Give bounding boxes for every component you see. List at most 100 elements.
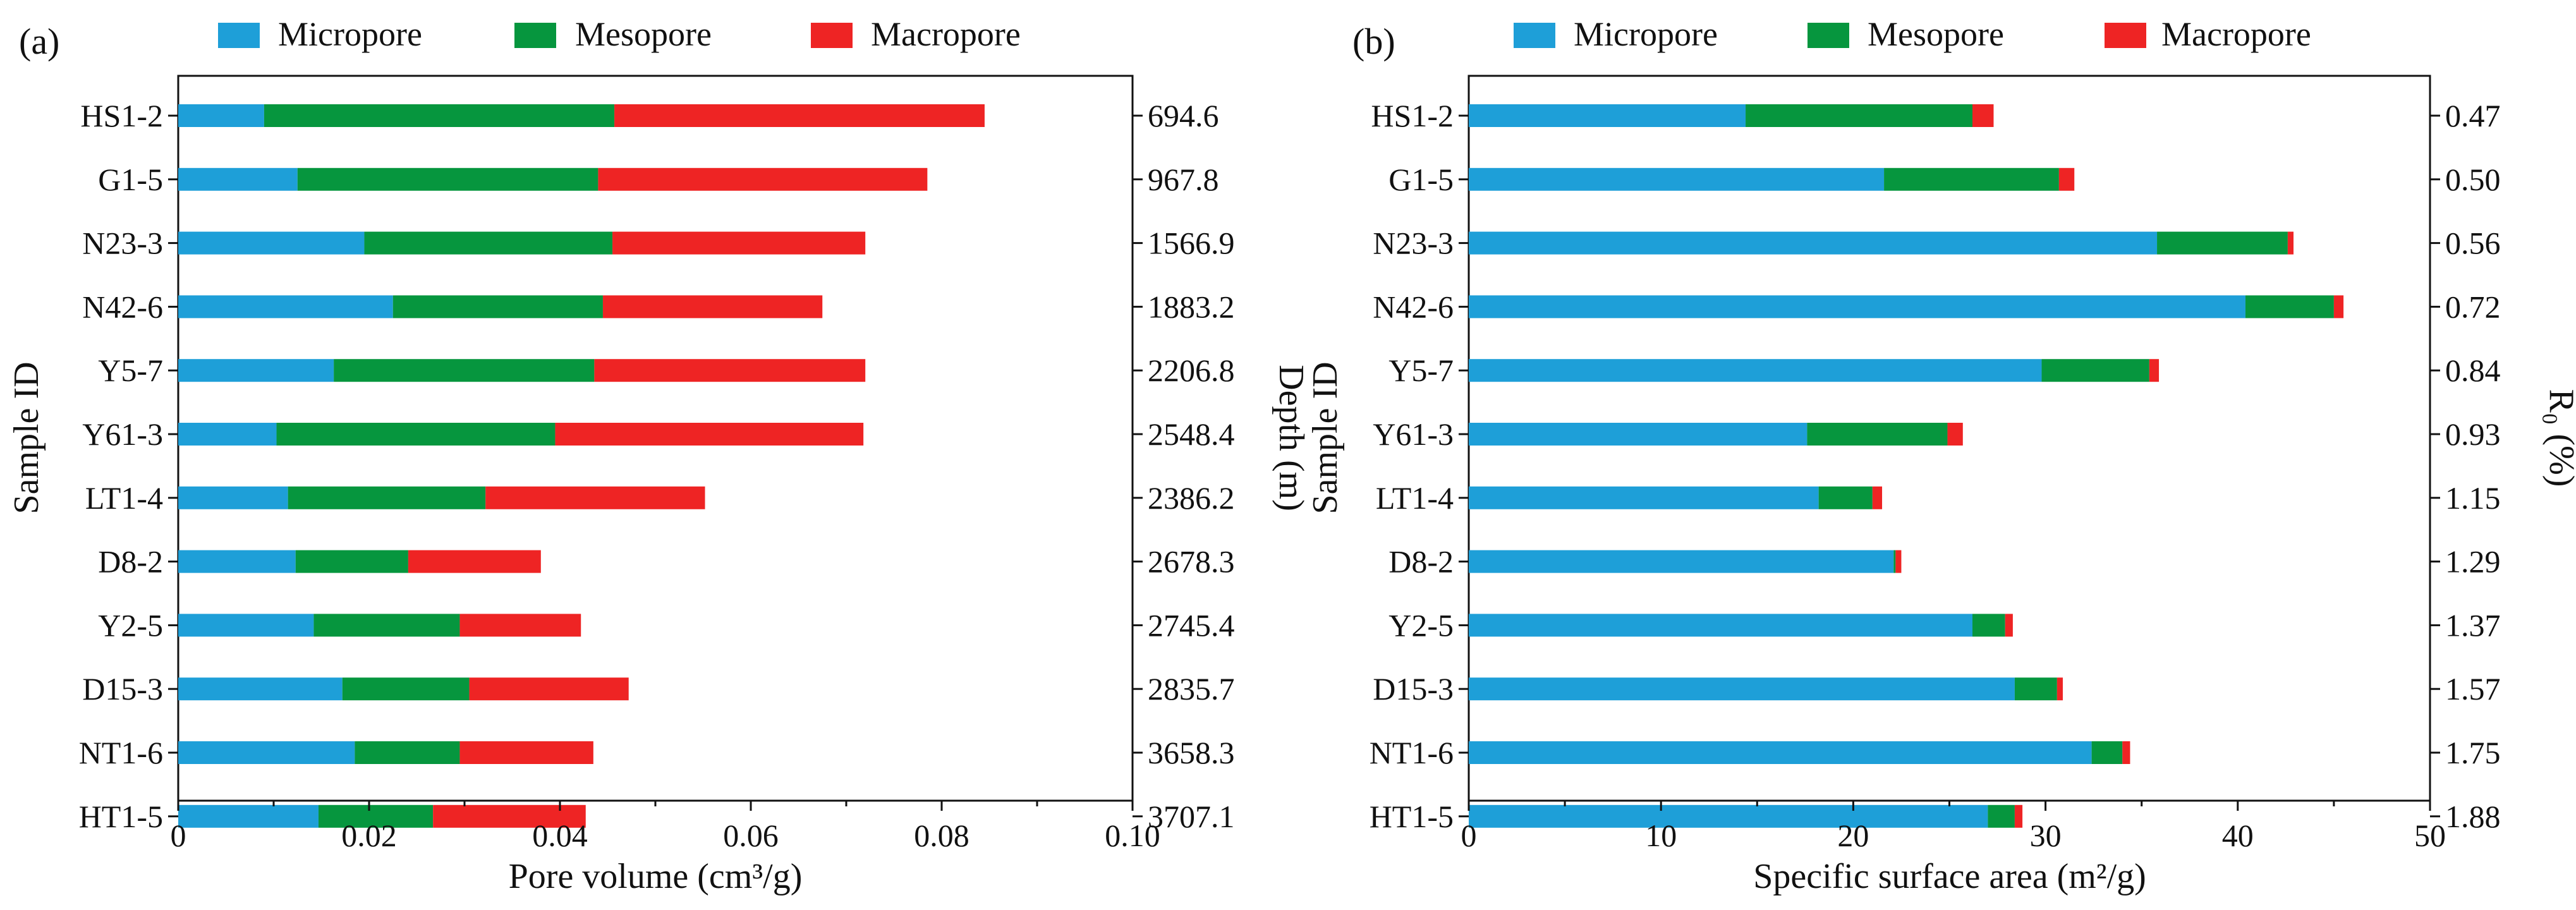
panel-b-bar-micropore-NT1-6 xyxy=(1469,741,2092,764)
panel-a-bar-mesopore-Y5-7 xyxy=(334,359,595,382)
panel-a-x-tick-label: 0.10 xyxy=(1105,818,1160,853)
panel-a-bar-macropore-D8-2 xyxy=(408,550,541,573)
panel-a-bar-macropore-Y5-7 xyxy=(594,359,866,382)
panel-b-category-label: HS1-2 xyxy=(1371,98,1454,133)
panel-a-bar-micropore-G1-5 xyxy=(178,167,298,191)
panel-b-category-label: Y61-3 xyxy=(1373,416,1454,452)
panel-a-bar-micropore-Y5-7 xyxy=(178,359,334,382)
panel-a-bar-mesopore-HS1-2 xyxy=(264,104,615,127)
panel-a-bar-mesopore-D15-3 xyxy=(342,677,470,701)
panel-b-x-tick-label: 0 xyxy=(1461,818,1477,853)
panel-a-bar-micropore-D8-2 xyxy=(178,550,296,573)
panel-a-bar-macropore-LT1-4 xyxy=(485,486,705,509)
panel-b-bar-micropore-Y2-5 xyxy=(1469,614,1973,637)
panel-a-bar-micropore-HT1-5 xyxy=(178,804,319,828)
panel-a-bar-mesopore-NT1-6 xyxy=(355,741,460,764)
panel-a-bar-macropore-HS1-2 xyxy=(614,104,985,127)
panel-a-secondary-value: 2548.4 xyxy=(1148,416,1235,452)
panel-b-secondary-value: 0.47 xyxy=(2445,98,2501,133)
panel-b-bar-macropore-N23-3 xyxy=(2287,231,2294,255)
panel-b-secondary-value: 0.93 xyxy=(2445,416,2501,452)
panel-b-category-label: D15-3 xyxy=(1373,671,1454,707)
panel-a-x-tick-label: 0.06 xyxy=(723,818,779,853)
panel-b-x-tick-label: 10 xyxy=(1645,818,1677,853)
panel-b-legend-swatch-mesopore xyxy=(1807,23,1849,48)
panel-b-bar-macropore-D8-2 xyxy=(1895,550,1902,573)
panel-b-bar-macropore-HT1-5 xyxy=(2014,804,2023,828)
panel-a-secondary-value: 2745.4 xyxy=(1148,607,1235,643)
panel-a-legend: Micropore Mesopore Macropore xyxy=(218,15,1021,53)
panel-b-bar-mesopore-HS1-2 xyxy=(1746,104,1973,127)
panel-a-bar-macropore-D15-3 xyxy=(469,677,629,701)
panel-a-legend-swatch-micropore xyxy=(218,23,260,48)
panel-b-x-axis-title: Specific surface area (m²/g) xyxy=(1753,857,2146,896)
panel-b-x-tick-label: 20 xyxy=(1837,818,1869,853)
panel-a-bar-macropore-Y61-3 xyxy=(555,423,864,446)
panel-a-bar-macropore-Y2-5 xyxy=(459,614,581,637)
panel-a-category-label: Y5-7 xyxy=(98,353,163,388)
panel-b-bar-macropore-Y61-3 xyxy=(1947,423,1963,446)
panel-b-bar-macropore-D15-3 xyxy=(2057,677,2063,701)
panel-b-surface-area-chart: (b) Micropore Mesopore Macropore HS1-2 G1… xyxy=(1306,15,2576,896)
panel-a-category-label: D8-2 xyxy=(98,544,163,579)
panel-b-bar-mesopore-N23-3 xyxy=(2157,231,2288,255)
panel-a-legend-micropore: Micropore xyxy=(278,15,422,53)
panel-a-bar-mesopore-G1-5 xyxy=(297,167,598,191)
panel-a-bar-mesopore-N23-3 xyxy=(364,231,613,255)
panel-a-category-label: HS1-2 xyxy=(80,98,163,133)
panel-b-y-axis-title: Sample ID xyxy=(1306,361,1345,514)
panel-a-bar-micropore-Y61-3 xyxy=(178,423,277,446)
panel-a-category-label: LT1-4 xyxy=(85,480,163,516)
panel-b-bar-mesopore-Y2-5 xyxy=(1972,614,2005,637)
panel-b-bar-micropore-D15-3 xyxy=(1469,677,2015,701)
panel-b-category-label: G1-5 xyxy=(1388,162,1454,197)
panel-a-category-label: Y61-3 xyxy=(82,416,163,452)
panel-b-bar-mesopore-HT1-5 xyxy=(1988,804,2015,828)
panel-b-category-label: Y2-5 xyxy=(1388,607,1454,643)
panel-b-bar-micropore-G1-5 xyxy=(1469,167,1885,191)
panel-a-secondary-value: 2678.3 xyxy=(1148,544,1235,579)
panel-b-category-label: LT1-4 xyxy=(1376,480,1454,516)
panel-a-bar-mesopore-D8-2 xyxy=(295,550,408,573)
panel-b-secondary-value: 1.37 xyxy=(2445,607,2501,643)
panel-a-bar-micropore-HS1-2 xyxy=(178,104,264,127)
panel-a-category-label: HT1-5 xyxy=(79,799,163,834)
panel-a-bar-micropore-Y2-5 xyxy=(178,614,314,637)
panel-b-category-labels: HS1-2 G1-5 N23-3 N42-6 Y5-7 Y61-3 LT1-4 D8-2 Y2-… xyxy=(1370,98,1469,834)
panel-a-bar-mesopore-HT1-5 xyxy=(318,804,434,828)
panel-b-secondary-value: 1.29 xyxy=(2445,544,2501,579)
panel-b-category-label: HT1-5 xyxy=(1370,799,1454,834)
panel-a-legend-swatch-macropore xyxy=(811,23,853,48)
panel-a-x-tick-label: 0.02 xyxy=(341,818,397,853)
panel-b-bar-micropore-Y5-7 xyxy=(1469,359,2042,382)
panel-b-bar-micropore-Y61-3 xyxy=(1469,423,1807,446)
panel-a-bar-mesopore-Y2-5 xyxy=(313,614,460,637)
panel-a-depth-axis-title: Depth (m) xyxy=(1272,365,1311,511)
panel-a-category-label: D15-3 xyxy=(82,671,163,707)
panel-a-category-labels: HS1-2 G1-5 N23-3 N42-6 Y5-7 Y61-3 LT1-4 D8-2 Y2-… xyxy=(79,98,178,834)
panel-a-depth-values: 694.6 967.8 1566.9 1883.2 2206.8 2548.4 2386.2… xyxy=(1133,98,1235,834)
panel-a-category-label: NT1-6 xyxy=(79,735,163,770)
panel-a-secondary-value: 694.6 xyxy=(1148,98,1219,133)
panel-b-ro-values: 0.47 0.50 0.56 0.72 0.84 0.93 1.15 1.29 1.37 1.57… xyxy=(2430,98,2501,834)
panel-a-legend-swatch-mesopore xyxy=(514,23,556,48)
panel-a-bar-macropore-N23-3 xyxy=(612,231,866,255)
panel-b-bar-mesopore-Y5-7 xyxy=(2041,359,2149,382)
panel-b-bar-macropore-Y2-5 xyxy=(2005,614,2013,637)
panel-a-legend-mesopore: Mesopore xyxy=(575,15,712,53)
panel-a-secondary-value: 2206.8 xyxy=(1148,353,1235,388)
panel-b-secondary-value: 1.15 xyxy=(2445,480,2501,516)
panel-b-secondary-value: 0.72 xyxy=(2445,289,2501,324)
panel-a-category-label: N42-6 xyxy=(82,289,163,324)
panel-b-bar-mesopore-N42-6 xyxy=(2245,295,2334,318)
panel-a-x-axis-title: Pore volume (cm³/g) xyxy=(509,857,803,896)
panel-b-secondary-value: 0.56 xyxy=(2445,226,2501,261)
panel-a-legend-macropore: Macropore xyxy=(871,15,1021,53)
panel-b-category-label: NT1-6 xyxy=(1370,735,1454,770)
panel-a-category-label: Y2-5 xyxy=(98,607,163,643)
panel-a-secondary-value: 967.8 xyxy=(1148,162,1219,197)
panel-b-x-ticks: 0 10 20 30 40 50 xyxy=(1461,801,2446,853)
panel-b-bar-mesopore-Y61-3 xyxy=(1807,423,1948,446)
panel-a-bar-micropore-N23-3 xyxy=(178,231,365,255)
